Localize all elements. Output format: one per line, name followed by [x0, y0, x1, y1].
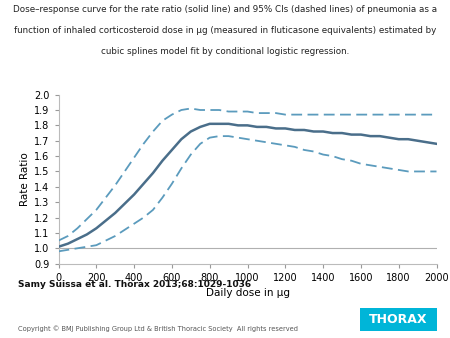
Text: Samy Suissa et al. Thorax 2013;68:1029-1036: Samy Suissa et al. Thorax 2013;68:1029-1…	[18, 280, 251, 289]
X-axis label: Daily dose in μg: Daily dose in μg	[206, 288, 289, 298]
Text: Copyright © BMJ Publishing Group Ltd & British Thoracic Society  All rights rese: Copyright © BMJ Publishing Group Ltd & B…	[18, 325, 298, 332]
Y-axis label: Rate Ratio: Rate Ratio	[20, 152, 30, 206]
Text: function of inhaled corticosteroid dose in μg (measured in fluticasone equivalen: function of inhaled corticosteroid dose …	[14, 26, 436, 35]
Text: Dose–response curve for the rate ratio (solid line) and 95% CIs (dashed lines) o: Dose–response curve for the rate ratio (…	[13, 5, 437, 14]
Text: THORAX: THORAX	[369, 313, 428, 326]
Text: cubic splines model fit by conditional logistic regression.: cubic splines model fit by conditional l…	[101, 47, 349, 56]
